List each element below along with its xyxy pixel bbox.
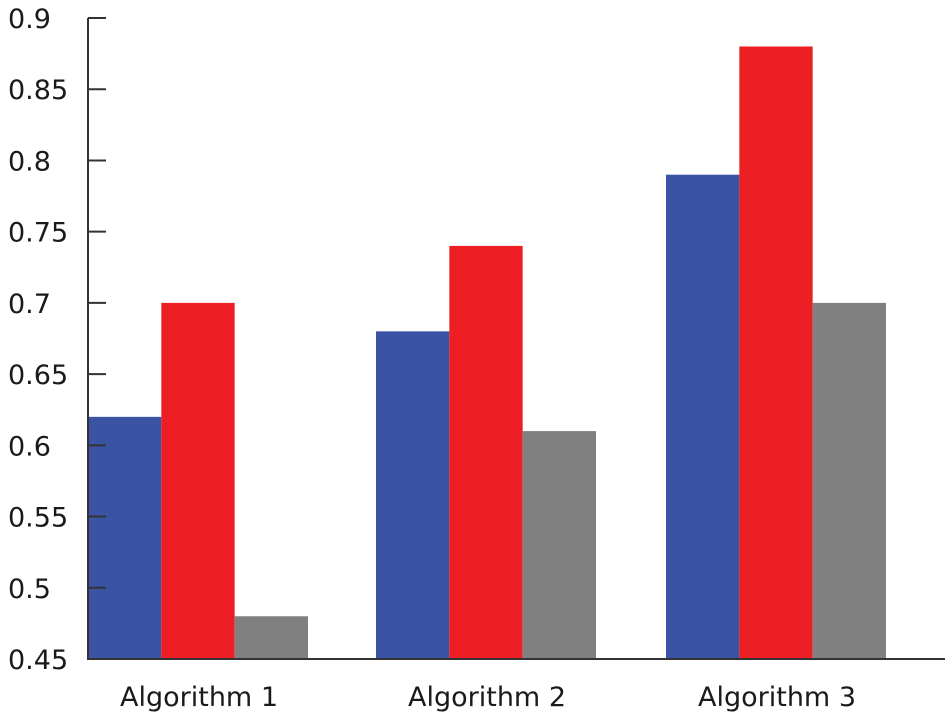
- x-category-label: Algorithm 3: [698, 682, 856, 713]
- y-tick-label: 0.8: [8, 146, 51, 177]
- bar-series-1-algorithm-1: [88, 416, 162, 659]
- bar-series-2-algorithm-2: [449, 245, 523, 659]
- y-tick-label: 0.65: [8, 360, 68, 391]
- bar-series-2-algorithm-1: [161, 302, 235, 659]
- bar-series-2-algorithm-3: [739, 46, 813, 659]
- bar-series-3-algorithm-1: [234, 616, 308, 659]
- y-tick-label: 0.85: [8, 75, 68, 106]
- y-tick-label: 0.5: [8, 574, 51, 605]
- x-category-label: Algorithm 1: [120, 682, 278, 713]
- bar-series-3-algorithm-2: [522, 431, 596, 659]
- bars-group: [88, 46, 886, 659]
- bar-series-3-algorithm-3: [812, 302, 886, 659]
- y-tick-label: 0.75: [8, 218, 68, 249]
- y-tick-label: 0.7: [8, 289, 51, 320]
- y-tick-label: 0.9: [8, 4, 51, 35]
- y-tick-labels: 0.45 0.5 0.55 0.6 0.65 0.7 0.75 0.8 0.85 0.9: [8, 4, 68, 676]
- y-axis: [87, 17, 106, 660]
- y-tick-label: 0.55: [8, 503, 68, 534]
- bar-series-1-algorithm-2: [376, 331, 450, 659]
- bar-series-1-algorithm-3: [666, 174, 740, 659]
- y-tick-label: 0.6: [8, 431, 51, 462]
- x-tick-labels: Algorithm 1 Algorithm 2 Algorithm 3: [120, 682, 856, 713]
- y-tick-label: 0.45: [8, 645, 68, 676]
- x-category-label: Algorithm 2: [408, 682, 566, 713]
